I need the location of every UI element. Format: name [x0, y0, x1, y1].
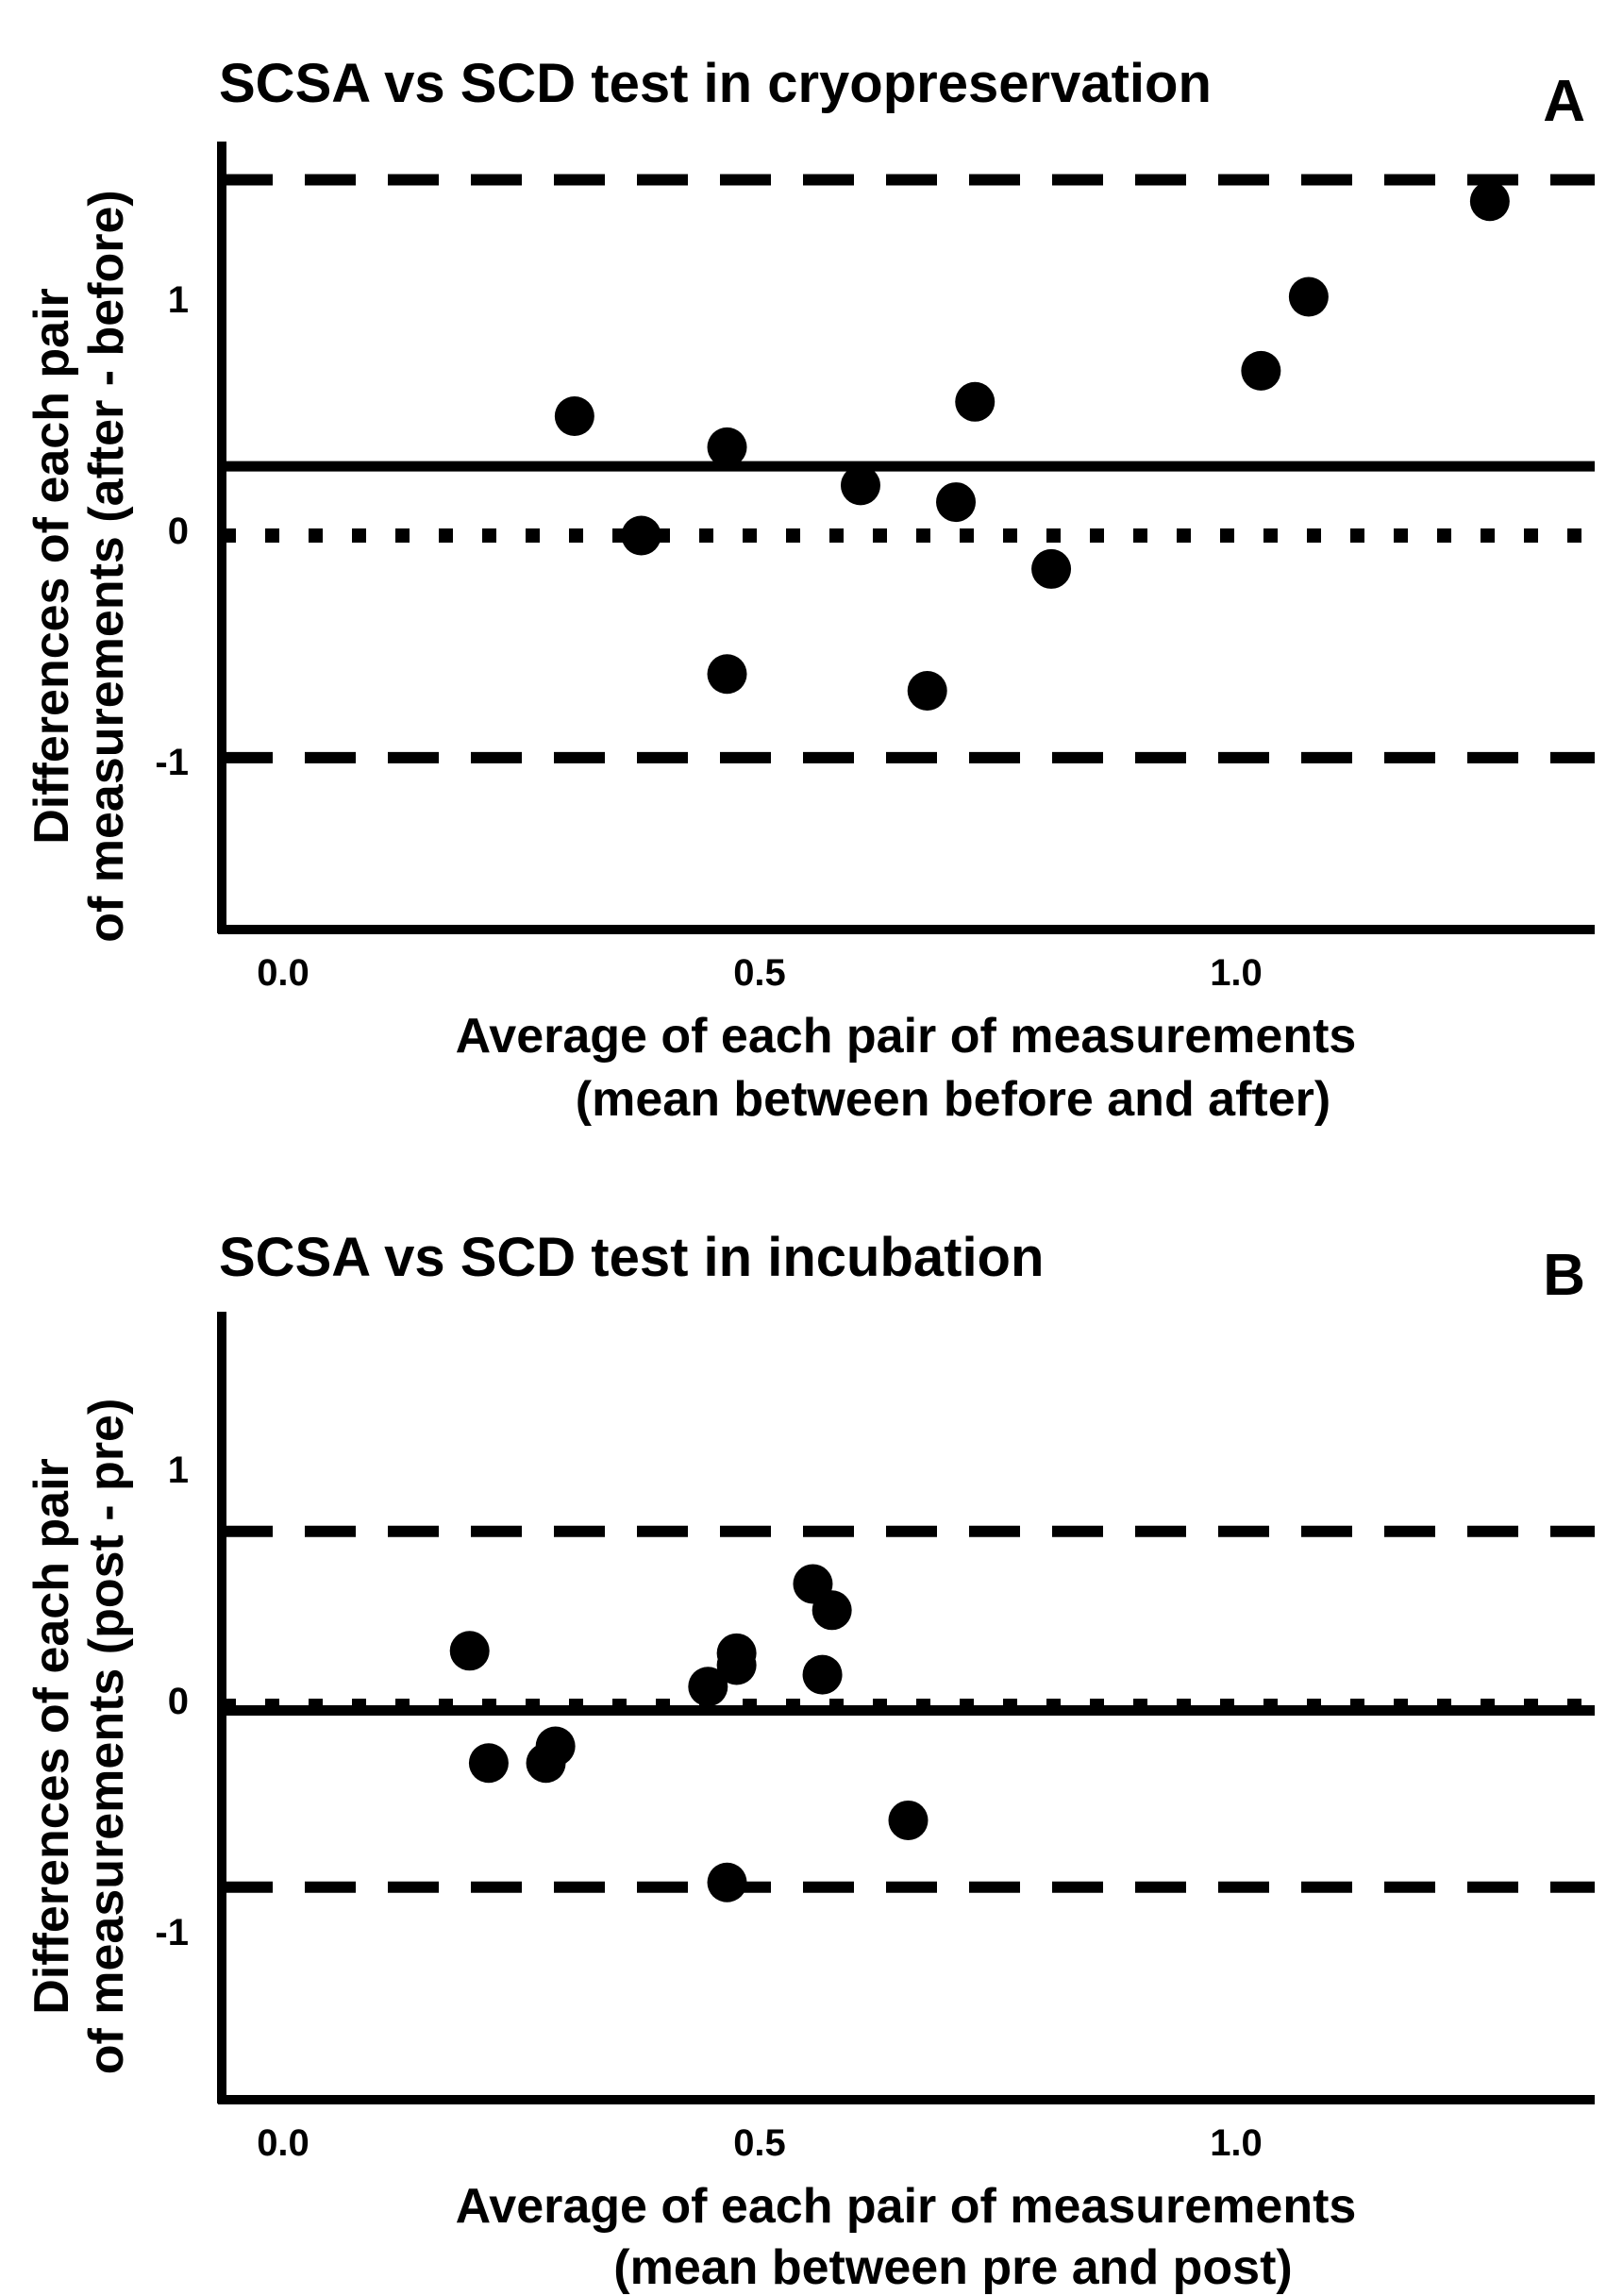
panel-b-data-point	[449, 1631, 490, 1671]
panel-a-data-point	[955, 381, 996, 422]
panel-a-title: SCSA vs SCD test in cryopreservation	[219, 53, 1212, 114]
panel-b-data-point	[468, 1743, 509, 1784]
panel-a: SCSA vs SCD test in cryopreservation A D…	[25, 53, 1595, 1127]
panel-b-data-point	[716, 1633, 757, 1673]
panel-a-plot	[217, 142, 1595, 934]
panel-a-y-tick-label: -1	[155, 742, 189, 783]
panel-a-y-tick-label: 1	[168, 279, 189, 321]
panel-b-y-tick-label: 0	[168, 1681, 189, 1722]
panel-a-data-point	[554, 395, 594, 436]
panel-a-x-tick-label: 0.0	[257, 952, 310, 994]
panel-b-data-point	[802, 1654, 843, 1695]
panel-b-data-point	[688, 1667, 728, 1707]
panel-b-y-tick-label: 1	[168, 1450, 189, 1491]
panel-a-x-label-line2: (mean between before and after)	[576, 1072, 1330, 1127]
panel-a-data-point	[1241, 350, 1281, 391]
panel-b-data-point	[707, 1862, 747, 1902]
panel-a-x-tick-label: 0.5	[733, 952, 786, 994]
panel-b-data-point	[535, 1726, 576, 1767]
panel-b-y-label-line2: of measurements (post - pre)	[79, 1399, 134, 2075]
panel-b-data-point	[888, 1800, 929, 1840]
panel-b: SCSA vs SCD test in incubation B Differe…	[25, 1227, 1595, 2295]
panel-a-data-point	[621, 515, 661, 556]
panel-b-y-label-line1: Differences of each pair	[25, 1458, 79, 2015]
panel-a-data-point	[907, 670, 947, 711]
panel-a-y-axis-title: Differences of each pair of measurements…	[25, 190, 134, 943]
panel-b-title: SCSA vs SCD test in incubation	[219, 1227, 1044, 1288]
panel-a-data-point	[707, 427, 747, 467]
panel-a-data-point	[840, 465, 880, 506]
panel-b-x-label-line2: (mean between pre and post)	[613, 2240, 1292, 2295]
panel-b-x-tick-label: 1.0	[1210, 2122, 1263, 2164]
panel-a-label: A	[1543, 69, 1585, 134]
panel-a-y-tick-label: 0	[168, 511, 189, 552]
panel-b-plot	[217, 1312, 1595, 2104]
panel-b-x-tick-label: 0.5	[733, 2122, 786, 2164]
panel-b-x-label-line1: Average of each pair of measurements	[456, 2179, 1357, 2234]
panel-b-x-tick-label: 0.0	[257, 2122, 310, 2164]
panel-a-x-label-line1: Average of each pair of measurements	[456, 1009, 1357, 1064]
panel-b-data-point	[812, 1590, 852, 1631]
panel-a-data-point	[1469, 181, 1510, 222]
panel-a-y-label-line2: of measurements (after - before)	[79, 190, 134, 943]
panel-b-y-tick-label: -1	[155, 1912, 189, 1953]
panel-a-data-point	[1288, 277, 1329, 317]
panel-a-data-point	[707, 654, 747, 695]
panel-a-y-label-line1: Differences of each pair	[25, 288, 79, 845]
panel-b-y-axis-title: Differences of each pair of measurements…	[25, 1399, 134, 2075]
panel-b-label: B	[1543, 1243, 1585, 1308]
panel-a-x-tick-label: 1.0	[1210, 952, 1263, 994]
panel-a-data-point	[1031, 548, 1072, 589]
panel-a-data-point	[936, 482, 977, 523]
